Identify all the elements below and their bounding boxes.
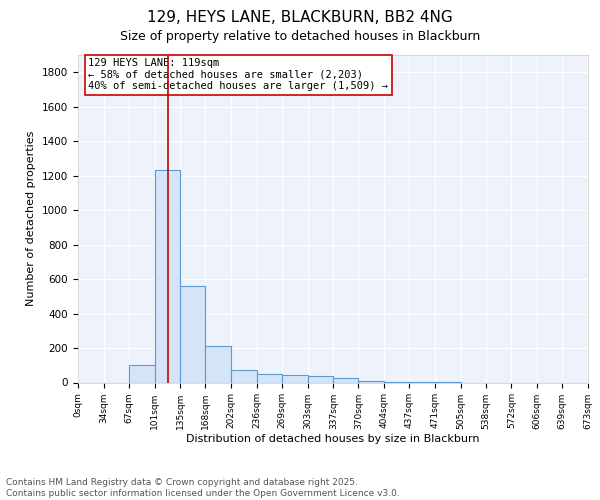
Text: 129 HEYS LANE: 119sqm
← 58% of detached houses are smaller (2,203)
40% of semi-d: 129 HEYS LANE: 119sqm ← 58% of detached …: [88, 58, 388, 92]
Bar: [205, 346, 231, 382]
Bar: [231, 370, 257, 382]
Bar: [155, 170, 181, 382]
Bar: [257, 374, 282, 382]
Text: Size of property relative to detached houses in Blackburn: Size of property relative to detached ho…: [120, 30, 480, 43]
Text: 129, HEYS LANE, BLACKBURN, BB2 4NG: 129, HEYS LANE, BLACKBURN, BB2 4NG: [147, 10, 453, 25]
X-axis label: Distribution of detached houses by size in Blackburn: Distribution of detached houses by size …: [186, 434, 480, 444]
Bar: [358, 381, 384, 382]
Bar: [308, 376, 334, 382]
Bar: [129, 366, 155, 382]
Bar: [334, 378, 358, 382]
Bar: [181, 286, 205, 382]
Text: Contains HM Land Registry data © Crown copyright and database right 2025.
Contai: Contains HM Land Registry data © Crown c…: [6, 478, 400, 498]
Bar: [282, 374, 308, 382]
Y-axis label: Number of detached properties: Number of detached properties: [26, 131, 37, 306]
